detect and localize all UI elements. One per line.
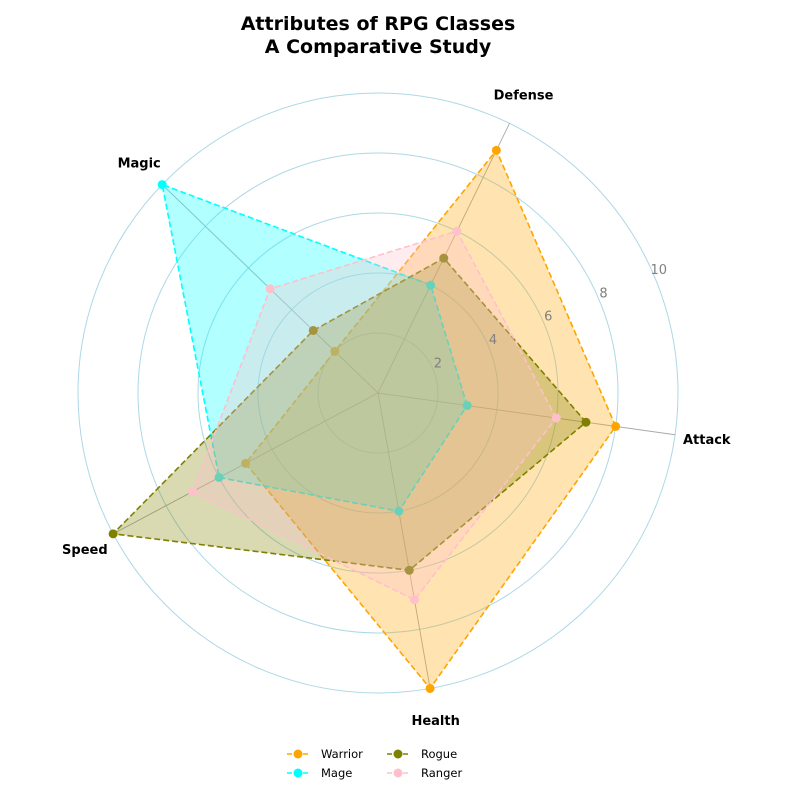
point-ranger-magic	[265, 284, 275, 294]
point-ranger-speed	[188, 487, 198, 497]
series-area-warrior	[245, 150, 616, 689]
series-rogue	[108, 253, 591, 575]
series-line-mage	[161, 183, 468, 513]
legend-label-rogue: Rogue	[421, 747, 457, 761]
tick-label-6: 6	[544, 310, 552, 325]
point-mage-attack	[462, 401, 472, 411]
point-ranger-attack	[551, 413, 561, 423]
legend-marker-mage	[293, 768, 303, 778]
point-mage-speed	[214, 473, 224, 483]
axis-label-speed: Speed	[62, 543, 108, 558]
point-ranger-health	[409, 595, 419, 605]
tick-label-8: 8	[599, 286, 607, 301]
series-area-rogue	[113, 258, 586, 571]
point-warrior-attack	[611, 421, 621, 431]
point-rogue-defense	[439, 253, 449, 263]
grid-circle-4	[137, 152, 619, 634]
series-mage	[157, 180, 472, 516]
grid-circle-2	[257, 272, 499, 514]
point-mage-magic	[157, 180, 167, 190]
point-rogue-attack	[581, 417, 591, 427]
legend-item-mage[interactable]: Mage	[287, 766, 352, 780]
point-ranger-defense	[452, 226, 462, 236]
legend-item-warrior[interactable]: Warrior	[287, 747, 363, 761]
series-line-warrior	[244, 148, 617, 690]
grid-circle-1	[317, 332, 439, 454]
point-warrior-defense	[491, 145, 501, 155]
legend-label-mage: Mage	[321, 766, 352, 780]
point-rogue-health	[404, 565, 414, 575]
radial-grid	[77, 92, 679, 694]
legend-marker-warrior	[293, 749, 303, 759]
legend[interactable]: Warrior Mage Rogue Ranger	[287, 747, 462, 780]
series-area-ranger	[192, 231, 557, 600]
axis-labels: Attack Defense Magic Speed Health	[62, 89, 731, 729]
point-warrior-speed	[241, 458, 251, 468]
chart-title-line-2: A Comparative Study	[265, 36, 492, 58]
point-rogue-speed	[108, 529, 118, 539]
axis-label-health: Health	[411, 714, 459, 729]
series-ranger	[188, 226, 561, 605]
point-warrior-magic	[330, 346, 340, 356]
point-mage-health	[394, 506, 404, 516]
spoke-attack	[377, 392, 676, 436]
spoke-health	[377, 392, 431, 689]
tick-label-2: 2	[434, 357, 442, 372]
legend-item-rogue[interactable]: Rogue	[387, 747, 457, 761]
point-mage-defense	[426, 280, 436, 290]
grid-circle-5	[77, 92, 679, 694]
axis-label-magic: Magic	[118, 156, 161, 171]
point-warrior-health	[425, 683, 435, 693]
series-area-mage	[162, 184, 468, 512]
grid-circle-3	[197, 212, 559, 574]
legend-label-ranger: Ranger	[421, 766, 462, 780]
chart-title-line-1: Attributes of RPG Classes	[241, 13, 516, 35]
radial-tick-labels: 2 4 6 8 10	[434, 263, 667, 372]
legend-item-ranger[interactable]: Ranger	[387, 766, 462, 780]
legend-marker-rogue	[393, 749, 403, 759]
point-rogue-magic	[308, 325, 318, 335]
series-layer	[108, 145, 621, 693]
tick-label-10: 10	[650, 263, 667, 278]
legend-marker-ranger	[393, 768, 403, 778]
series-line-ranger	[191, 230, 558, 601]
legend-label-warrior: Warrior	[321, 747, 363, 761]
axis-label-defense: Defense	[494, 89, 554, 104]
series-line-rogue	[111, 257, 588, 572]
axis-label-attack: Attack	[683, 433, 731, 448]
tick-label-4: 4	[489, 333, 497, 348]
series-warrior	[241, 145, 621, 693]
